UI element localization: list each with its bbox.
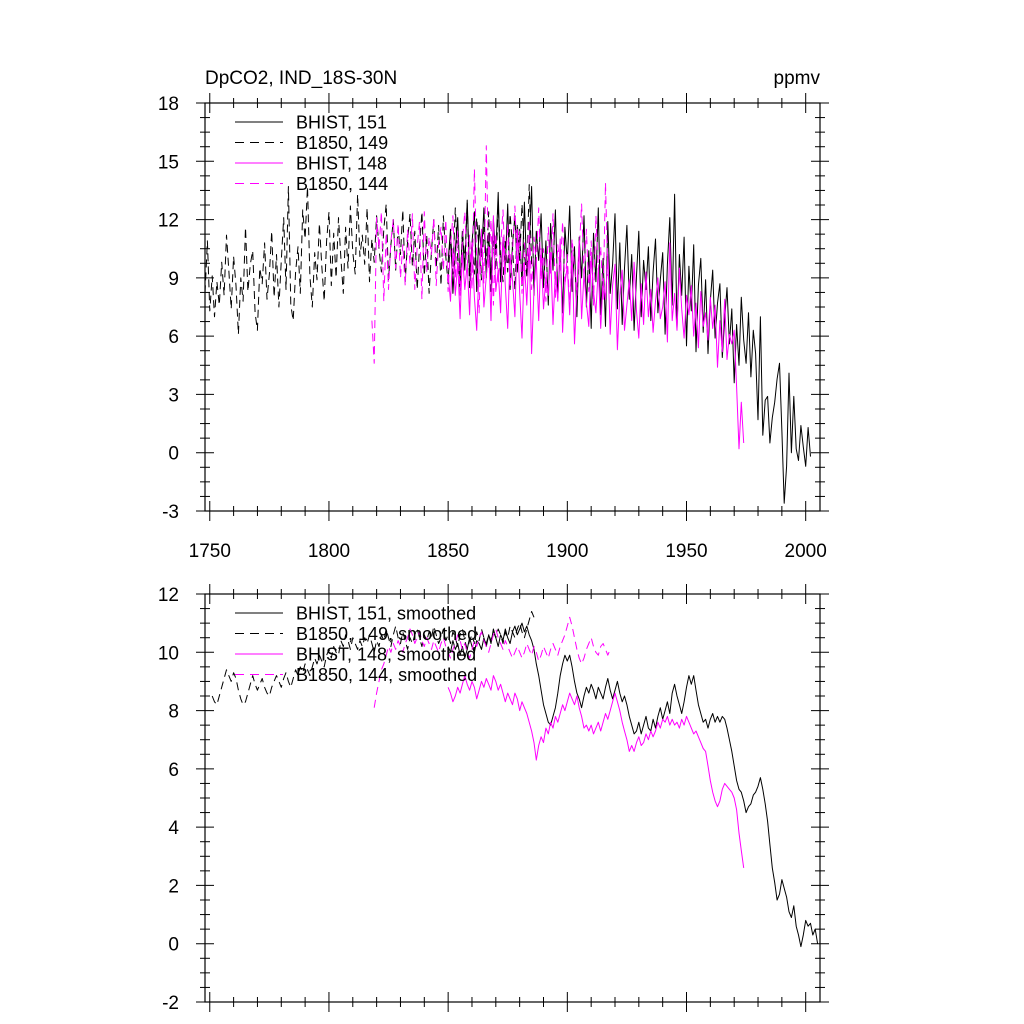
bottom-y-tick-labels: -2 0 2 4 6 8 10 12	[158, 585, 180, 1014]
series-line-3	[447, 675, 745, 868]
series-line-1	[447, 186, 811, 504]
series-line-2	[204, 184, 533, 335]
top-series-group	[204, 145, 811, 504]
legend-label-4: B1850, 144	[296, 174, 388, 194]
bottom-plot-frame	[204, 593, 821, 1003]
bottom-series-group	[211, 611, 819, 948]
y-tick-label: -2	[162, 993, 179, 1014]
legend-label-2: B1850, 149, smoothed	[296, 624, 477, 644]
y-tick-label: 12	[158, 585, 179, 606]
legend-label-3: BHIST, 148	[296, 154, 387, 174]
chart-title: DpCO2, IND_18S-30N	[205, 68, 397, 89]
legend-label-4: B1850, 144, smoothed	[296, 665, 477, 685]
series-line-4	[373, 616, 611, 708]
y-tick-label: -3	[162, 502, 179, 523]
units-label: ppmv	[774, 68, 821, 89]
top-panel: -3 0 3 6 9 12 15 18 1750 1800 1850 1900 1950 2000 BH…	[158, 93, 829, 562]
y-tick-label: 10	[158, 643, 179, 664]
y-tick-label: 0	[168, 444, 179, 465]
top-x-tick-labels: 1750 1800 1850 1900 1950 2000	[189, 541, 827, 562]
series-line-1	[447, 622, 819, 948]
legend-label-1: BHIST, 151, smoothed	[296, 604, 476, 624]
legend-label-2: B1850, 149	[296, 133, 388, 153]
y-tick-label: 18	[158, 94, 179, 115]
x-tick-label: 1850	[427, 541, 469, 562]
x-tick-label: 1950	[665, 541, 707, 562]
y-tick-label: 4	[168, 818, 179, 839]
top-y-tick-labels: -3 0 3 6 9 12 15 18	[158, 94, 179, 523]
x-tick-label: 1800	[308, 541, 350, 562]
x-tick-label: 1900	[546, 541, 588, 562]
y-tick-label: 15	[158, 152, 179, 173]
y-tick-label: 9	[168, 269, 179, 290]
legend-label-3: BHIST, 148, smoothed	[296, 645, 476, 665]
y-tick-label: 2	[168, 876, 179, 897]
y-tick-label: 6	[168, 327, 179, 348]
y-tick-label: 8	[168, 702, 179, 723]
top-plot-frame	[204, 102, 821, 512]
legend-label-1: BHIST, 151	[296, 113, 387, 133]
x-tick-label: 2000	[785, 541, 827, 562]
y-tick-label: 0	[168, 935, 179, 956]
series-line-4	[371, 145, 609, 364]
series-line-3	[447, 215, 745, 450]
y-tick-label: 6	[168, 760, 179, 781]
y-tick-label: 3	[168, 385, 179, 406]
x-tick-label: 1750	[189, 541, 231, 562]
y-tick-label: 12	[158, 211, 179, 232]
